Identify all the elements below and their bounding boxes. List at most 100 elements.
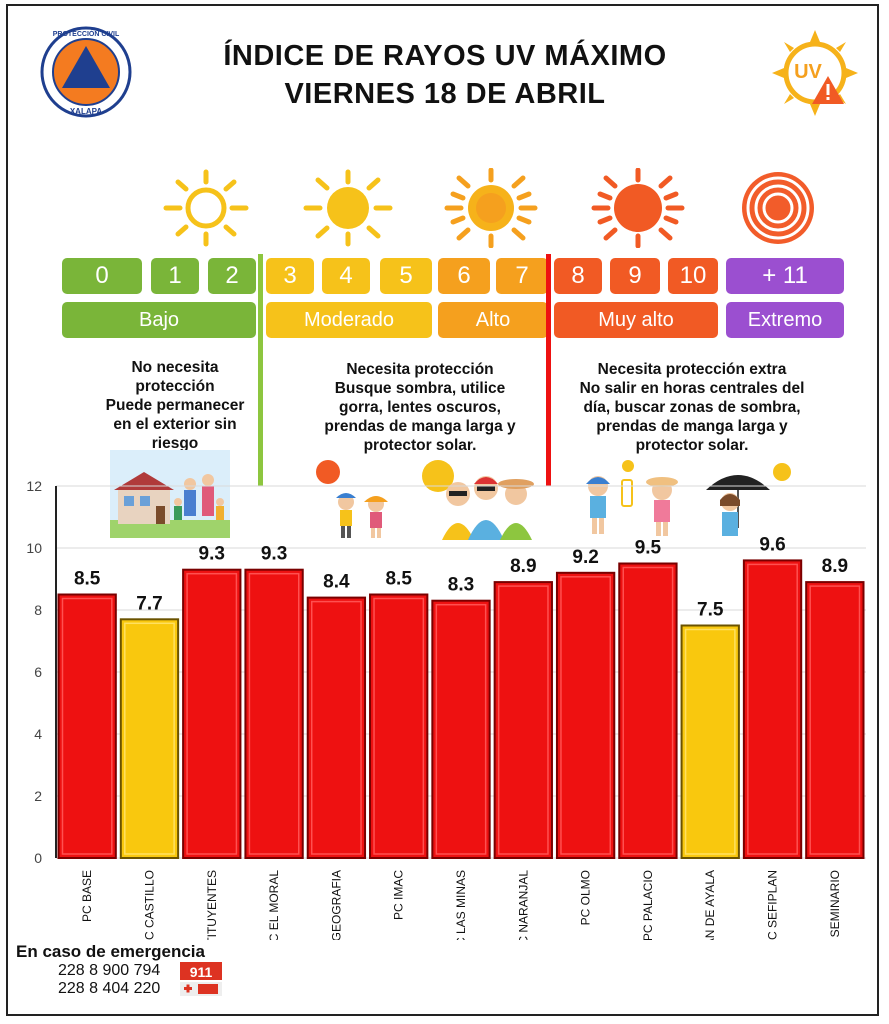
scale-number-3: 3	[266, 258, 314, 294]
category-alto: Alto	[438, 302, 548, 338]
scale-number-0: 0	[62, 258, 142, 294]
y-tick-label: 0	[34, 850, 42, 866]
bar-bevel	[747, 563, 798, 855]
chart-x-labels: PC BASE PC CASTILLO PC CONSTITUYENTES PC EL…	[80, 870, 842, 940]
emergency-911-badge: 911	[180, 962, 222, 996]
x-category-label: PC CONSTITUYENTES	[205, 870, 219, 940]
bar	[493, 581, 553, 859]
bar	[119, 618, 180, 859]
scale-number-4: 4	[322, 258, 370, 294]
bar	[369, 593, 429, 859]
bar	[680, 624, 740, 859]
scale-number-11-plus: + 11	[726, 258, 844, 294]
uv-warning-icon: UV	[772, 30, 858, 116]
category-moderado: Moderado	[266, 302, 432, 338]
bar-value-label: 9.3	[199, 544, 225, 565]
scale-number-10: 10	[668, 258, 718, 294]
bar-bevel	[809, 585, 861, 855]
bar-value-label: 9.2	[572, 547, 598, 568]
bar-bevel	[186, 572, 238, 855]
bar	[431, 599, 491, 859]
page-title: ÍNDICE DE RAYOS UV MÁXIMO	[223, 40, 667, 72]
category-extremo: Extremo	[726, 302, 844, 338]
family-sunglasses-illustration	[422, 460, 534, 540]
scale-number-7: 7	[496, 258, 548, 294]
bar-bevel	[61, 597, 113, 855]
y-tick-label: 8	[34, 602, 42, 618]
y-tick-label: 6	[34, 664, 42, 680]
scale-number-5: 5	[380, 258, 432, 294]
bar	[555, 571, 616, 860]
scale-number-2: 2	[208, 258, 256, 294]
bar-value-label: 9.3	[261, 544, 287, 565]
sun-moderate-icon	[303, 169, 393, 247]
uv-badge-text: UV	[794, 61, 822, 83]
bar	[57, 593, 117, 859]
sun-extreme-icon	[742, 172, 814, 244]
bar-bevel	[497, 585, 549, 855]
bar-bevel	[373, 597, 425, 855]
bar	[306, 596, 367, 859]
x-category-label: PC NARANJAL	[516, 870, 530, 940]
x-category-label: PC BASE	[80, 870, 94, 922]
advice-low: No necesita protección Puede permanecer en …	[105, 359, 245, 452]
bar-bevel	[124, 622, 175, 855]
bar	[805, 581, 865, 859]
bar-value-label: 9.6	[759, 534, 785, 555]
bar	[618, 562, 678, 859]
bar-value-label: 8.9	[822, 556, 848, 577]
bar	[742, 559, 803, 860]
bar-bevel	[248, 572, 300, 855]
bar-value-label: 8.9	[510, 556, 536, 577]
x-category-label: PC LAS MINAS	[454, 870, 468, 940]
advice-high: Necesita protección extra No salir en hor…	[579, 361, 805, 454]
x-category-label: PC SEMINARIO	[828, 870, 842, 940]
bar-value-label: 7.7	[136, 593, 162, 614]
bar-bevel	[435, 603, 487, 855]
proteccion-civil-logo: PROTECCIÓN CIVIL XALAPA	[40, 26, 132, 118]
poster-frame	[6, 4, 879, 1016]
x-category-label: PC IMAC	[392, 870, 406, 920]
emergency-phone-2: 228 8 404 220	[58, 980, 161, 997]
bar-value-label: 8.4	[323, 572, 350, 593]
badge-911-text: 911	[190, 964, 213, 980]
emergency-heading: En caso de emergencia	[16, 942, 205, 961]
bar-bevel	[684, 628, 736, 855]
chart-y-axis: 0 2 4 6 8 10 12	[26, 478, 57, 866]
bar-value-label: 9.5	[635, 538, 662, 559]
scale-number-1: 1	[151, 258, 199, 294]
bar-value-label: 8.3	[448, 575, 474, 596]
separator-high-line	[546, 254, 551, 486]
y-tick-label: 10	[26, 540, 42, 556]
chart-bars	[57, 559, 865, 860]
emergency-phone-1: 228 8 900 794	[58, 962, 161, 979]
chart-value-labels: 8.5 7.7 9.3 9.3 8.4 8.5 8.3 8.9 9.2 9.5 7.5 9.6 8.9	[74, 534, 848, 620]
bar-value-label: 8.5	[74, 569, 101, 590]
sun-very-high-icon	[591, 168, 685, 248]
category-bajo: Bajo	[62, 302, 256, 338]
x-category-label: PC CASTILLO	[142, 870, 156, 940]
x-category-label: PC SEFIPLAN	[766, 870, 780, 940]
y-tick-label: 2	[34, 788, 42, 804]
sun-low-icon	[163, 169, 249, 247]
children-sun-illustration	[316, 460, 388, 538]
separator-low-line	[258, 254, 263, 486]
x-category-label: PC PALACIO	[641, 870, 655, 940]
scale-number-8: 8	[554, 258, 602, 294]
bar-bevel	[622, 566, 674, 855]
kids-sunscreen-illustration	[586, 460, 678, 536]
page-subtitle-date: VIERNES 18 DE ABRIL	[284, 78, 606, 110]
advice-moderate: Necesita protección Busque sombra, utilic…	[324, 361, 516, 454]
scale-number-6: 6	[438, 258, 490, 294]
y-tick-label: 4	[34, 726, 42, 742]
y-tick-label: 12	[26, 478, 42, 494]
bar-value-label: 8.5	[385, 569, 412, 590]
logo-text-bottom: XALAPA	[70, 107, 103, 116]
sun-high-icon	[444, 168, 538, 248]
logo-text-top: PROTECCIÓN CIVIL	[53, 29, 120, 38]
x-category-label: PC PLAN DE AYALA	[703, 870, 717, 940]
x-category-label: PC EL GEOGRAFIA	[329, 870, 343, 940]
x-category-label: PC EL MORAL	[267, 870, 281, 940]
bar-bevel	[310, 600, 362, 855]
x-category-label: PC OLMO	[579, 870, 593, 925]
